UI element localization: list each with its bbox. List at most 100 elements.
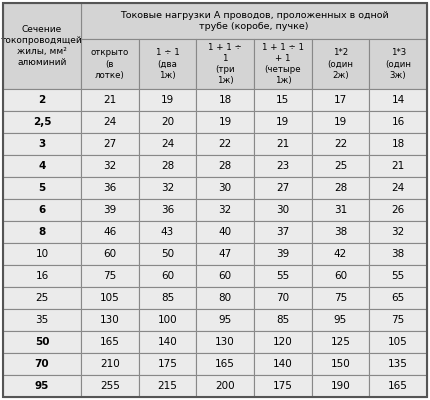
Bar: [312, 331, 369, 353]
Bar: [254, 309, 312, 331]
Text: 40: 40: [218, 227, 232, 237]
Bar: [138, 287, 197, 309]
Bar: [312, 155, 369, 177]
Bar: [312, 243, 369, 265]
Text: 17: 17: [334, 95, 347, 105]
Text: 1*3
(один
3ж): 1*3 (один 3ж): [385, 48, 411, 80]
Bar: [138, 243, 197, 265]
Text: 215: 215: [157, 381, 178, 391]
Bar: [81, 3, 427, 39]
Text: 16: 16: [392, 117, 405, 127]
Text: 255: 255: [100, 381, 120, 391]
Text: 21: 21: [276, 139, 289, 149]
Text: 39: 39: [276, 249, 289, 259]
Bar: [369, 111, 427, 133]
Bar: [254, 177, 312, 199]
Bar: [254, 39, 312, 89]
Bar: [312, 221, 369, 243]
Text: 26: 26: [392, 205, 405, 215]
Text: 95: 95: [35, 381, 49, 391]
Bar: [254, 265, 312, 287]
Bar: [197, 111, 254, 133]
Bar: [312, 375, 369, 397]
Text: 31: 31: [334, 205, 347, 215]
Bar: [312, 39, 369, 89]
Bar: [312, 177, 369, 199]
Bar: [369, 375, 427, 397]
Text: 100: 100: [158, 315, 177, 325]
Bar: [254, 155, 312, 177]
Text: 175: 175: [273, 381, 293, 391]
Text: 75: 75: [334, 293, 347, 303]
Bar: [312, 287, 369, 309]
Bar: [369, 265, 427, 287]
Bar: [254, 287, 312, 309]
Text: 165: 165: [388, 381, 408, 391]
Bar: [138, 133, 197, 155]
Text: 150: 150: [331, 359, 350, 369]
Bar: [81, 111, 138, 133]
Bar: [138, 221, 197, 243]
Text: 46: 46: [103, 227, 117, 237]
Text: 130: 130: [215, 337, 235, 347]
Bar: [254, 353, 312, 375]
Bar: [254, 331, 312, 353]
Bar: [197, 265, 254, 287]
Text: 16: 16: [35, 271, 49, 281]
Text: 1 + 1 ÷
1
(три
1ж): 1 + 1 ÷ 1 (три 1ж): [208, 43, 242, 85]
Bar: [3, 155, 81, 177]
Text: 85: 85: [161, 293, 174, 303]
Text: 5: 5: [38, 183, 46, 193]
Text: 22: 22: [218, 139, 232, 149]
Bar: [81, 265, 138, 287]
Bar: [138, 39, 197, 89]
Text: 37: 37: [276, 227, 289, 237]
Bar: [197, 89, 254, 111]
Text: 36: 36: [103, 183, 117, 193]
Bar: [81, 331, 138, 353]
Text: 27: 27: [276, 183, 289, 193]
Text: 210: 210: [100, 359, 120, 369]
Bar: [197, 221, 254, 243]
Bar: [197, 177, 254, 199]
Text: 165: 165: [215, 359, 235, 369]
Text: 20: 20: [161, 117, 174, 127]
Bar: [369, 243, 427, 265]
Text: 21: 21: [103, 95, 117, 105]
Text: 140: 140: [158, 337, 177, 347]
Text: 165: 165: [100, 337, 120, 347]
Bar: [81, 353, 138, 375]
Text: 75: 75: [103, 271, 117, 281]
Text: 28: 28: [161, 161, 174, 171]
Text: 60: 60: [161, 271, 174, 281]
Bar: [254, 221, 312, 243]
Text: 24: 24: [392, 183, 405, 193]
Bar: [197, 199, 254, 221]
Bar: [81, 375, 138, 397]
Text: 22: 22: [334, 139, 347, 149]
Bar: [312, 89, 369, 111]
Bar: [3, 111, 81, 133]
Text: 50: 50: [35, 337, 49, 347]
Bar: [138, 265, 197, 287]
Bar: [254, 111, 312, 133]
Bar: [254, 375, 312, 397]
Text: 55: 55: [392, 271, 405, 281]
Text: 1 + 1 ÷ 1
+ 1
(четыре
1ж): 1 + 1 ÷ 1 + 1 (четыре 1ж): [262, 43, 304, 85]
Text: 28: 28: [334, 183, 347, 193]
Bar: [3, 243, 81, 265]
Bar: [138, 375, 197, 397]
Text: 105: 105: [388, 337, 408, 347]
Text: 8: 8: [38, 227, 46, 237]
Bar: [369, 199, 427, 221]
Bar: [369, 353, 427, 375]
Text: 105: 105: [100, 293, 120, 303]
Bar: [3, 309, 81, 331]
Bar: [3, 177, 81, 199]
Bar: [3, 375, 81, 397]
Bar: [81, 155, 138, 177]
Text: 24: 24: [103, 117, 117, 127]
Bar: [3, 287, 81, 309]
Bar: [312, 133, 369, 155]
Text: 1 ÷ 1
(два
1ж): 1 ÷ 1 (два 1ж): [156, 48, 179, 80]
